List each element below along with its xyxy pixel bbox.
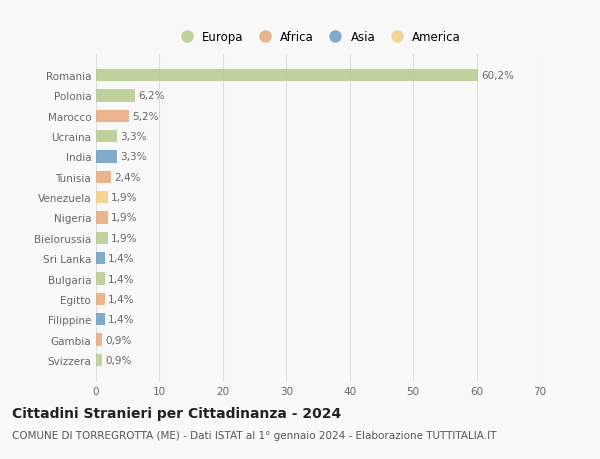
- Bar: [96, 313, 105, 325]
- Text: 5,2%: 5,2%: [132, 112, 158, 122]
- Legend: Europa, Africa, Asia, America: Europa, Africa, Asia, America: [173, 28, 463, 46]
- Bar: [96, 212, 108, 224]
- Text: 2,4%: 2,4%: [115, 173, 141, 182]
- Bar: [96, 252, 105, 265]
- Text: COMUNE DI TORREGROTTA (ME) - Dati ISTAT al 1° gennaio 2024 - Elaborazione TUTTIT: COMUNE DI TORREGROTTA (ME) - Dati ISTAT …: [12, 431, 496, 441]
- Text: 60,2%: 60,2%: [481, 71, 514, 81]
- Text: 0,9%: 0,9%: [105, 335, 131, 345]
- Text: 1,4%: 1,4%: [108, 294, 134, 304]
- Text: 1,4%: 1,4%: [108, 314, 134, 325]
- Bar: [96, 131, 117, 143]
- Bar: [96, 111, 129, 123]
- Text: 3,3%: 3,3%: [120, 152, 146, 162]
- Bar: [96, 273, 105, 285]
- Bar: [96, 334, 102, 346]
- Bar: [96, 151, 117, 163]
- Text: 1,9%: 1,9%: [111, 193, 138, 203]
- Text: 6,2%: 6,2%: [139, 91, 165, 101]
- Bar: [96, 232, 108, 244]
- Bar: [96, 192, 108, 204]
- Text: 3,3%: 3,3%: [120, 132, 146, 142]
- Text: Cittadini Stranieri per Cittadinanza - 2024: Cittadini Stranieri per Cittadinanza - 2…: [12, 406, 341, 420]
- Bar: [96, 90, 136, 102]
- Bar: [96, 293, 105, 305]
- Bar: [96, 354, 102, 366]
- Text: 1,9%: 1,9%: [111, 213, 138, 223]
- Text: 1,4%: 1,4%: [108, 274, 134, 284]
- Text: 0,9%: 0,9%: [105, 355, 131, 365]
- Bar: [96, 70, 478, 82]
- Bar: [96, 171, 111, 184]
- Text: 1,9%: 1,9%: [111, 233, 138, 243]
- Text: 1,4%: 1,4%: [108, 254, 134, 263]
